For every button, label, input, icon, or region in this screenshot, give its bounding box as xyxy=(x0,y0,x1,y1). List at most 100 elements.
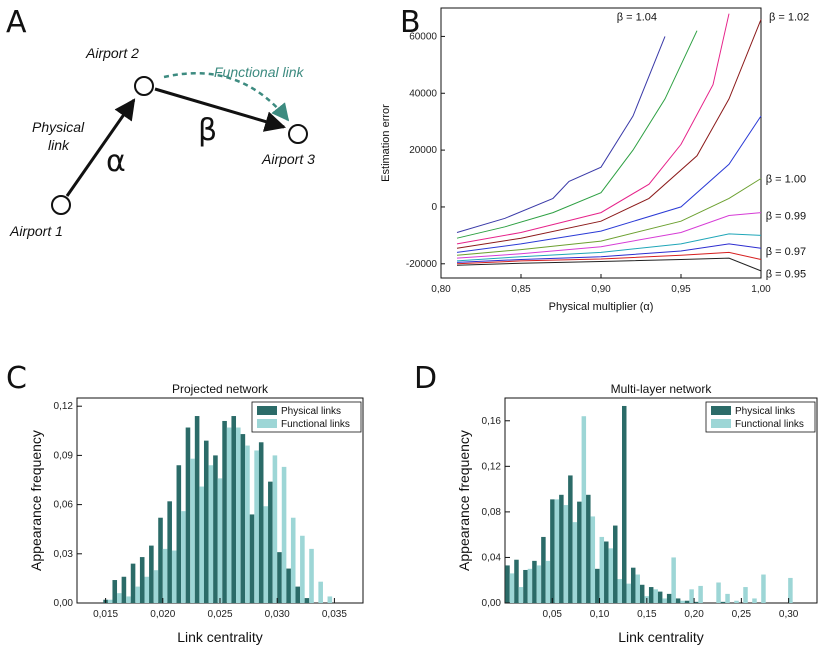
panel-a: A Airport 1 Airport 2 Airport 3 Physical… xyxy=(6,5,315,239)
chart-b-x-tick-label: 0,85 xyxy=(511,284,531,295)
chart-c-physical-bar xyxy=(295,586,301,603)
physical-link-label-line1: Physical xyxy=(32,119,85,135)
chart-d-y-tick-label: 0,04 xyxy=(482,552,502,563)
chart-c-y-tick-label: 0,00 xyxy=(54,598,74,609)
chart-b-x-tick-label: 1,00 xyxy=(751,284,771,295)
chart-d-functional-bar xyxy=(734,600,739,603)
panel-letter-d: D xyxy=(414,361,437,396)
chart-d-y-tick-label: 0,00 xyxy=(482,598,502,609)
chart-c-physical-bar xyxy=(286,568,291,603)
chart-c-physical-bar xyxy=(121,576,127,603)
chart-d-bars xyxy=(505,405,793,603)
chart-d-physical-bar xyxy=(648,587,654,603)
chart-b-y-tick-label: 40000 xyxy=(409,88,437,99)
chart-c-functional-bar xyxy=(107,599,113,603)
chart-b-annotations: β = 1.04 β = 1.02 β = 1.00 β = 0.99 β = 0.97… xyxy=(617,12,810,281)
chart-c-ticks: 0,015 0,020 0,025 0,030 0,035 0,00 0,03 0,06 0,0… xyxy=(54,401,348,620)
chart-c-functional-bar xyxy=(162,548,168,603)
chart-c-physical-bar xyxy=(176,465,182,603)
chart-c-functional-bar xyxy=(217,478,223,603)
chart-b-x-tick-label: 0,95 xyxy=(671,284,691,295)
chart-c-legend: Physical links Functional links xyxy=(251,401,362,433)
chart-c-functional-bar xyxy=(254,450,259,603)
chart-c-projected-network: 0,015 0,020 0,025 0,030 0,035 0,00 0,03 0,06 0,0… xyxy=(28,382,364,645)
chart-d-x-tick-label: 0,05 xyxy=(543,609,563,620)
chart-c-x-tick-label: 0,035 xyxy=(322,609,347,620)
chart-d-x-tick-label: 0,20 xyxy=(684,609,704,620)
chart-b-y-tick-label: 0 xyxy=(431,202,437,213)
panel-letter-b: B xyxy=(400,5,421,40)
chart-c-physical-bar xyxy=(222,420,227,603)
chart-d-functional-bar xyxy=(599,536,605,603)
chart-c-bars xyxy=(103,416,333,603)
chart-c-physical-bar xyxy=(158,517,163,603)
chart-b-y-tick-label: -20000 xyxy=(406,259,438,270)
chart-d-x-tick-label: 0,25 xyxy=(732,609,752,620)
chart-c-physical-bar xyxy=(231,416,237,603)
chart-c-functional-bar xyxy=(190,458,195,603)
panel-letter-c: C xyxy=(6,361,27,396)
chart-d-x-axis-label: Link centrality xyxy=(618,629,704,645)
chart-b-ticks: 0,80 0,85 0,90 0,95 1,00 -20000 0 20000 40000 600… xyxy=(406,31,771,295)
airport-2-label: Airport 2 xyxy=(85,45,139,61)
chart-d-functional-bar xyxy=(617,579,622,603)
chart-d-y-axis-label: Appearance frequency xyxy=(456,430,472,571)
chart-c-legend-swatch xyxy=(257,406,277,415)
chart-c-functional-bar xyxy=(263,506,269,603)
chart-c-legend-label: Physical links xyxy=(281,406,341,417)
chart-b-y-tick-label: 20000 xyxy=(409,145,437,156)
chart-d-functional-bar xyxy=(518,587,524,603)
chart-d-physical-bar xyxy=(595,568,600,603)
chart-c-title: Projected network xyxy=(172,382,269,396)
chart-c-y-tick-label: 0,09 xyxy=(54,450,74,461)
chart-c-functional-bar xyxy=(135,586,140,603)
chart-c-legend-swatch xyxy=(257,419,277,428)
chart-d-legend-label: Functional links xyxy=(735,419,804,430)
chart-c-physical-bar xyxy=(268,481,273,603)
chart-c-physical-bar xyxy=(203,440,209,603)
panel-b: B 0,80 0,85 0,90 0,95 1,00 -20000 0 20000 40000 6… xyxy=(380,5,809,313)
chart-c-functional-bar xyxy=(309,548,314,603)
chart-c-physical-bar xyxy=(139,557,145,603)
chart-c-x-tick-label: 0,025 xyxy=(207,609,232,620)
alpha-symbol: α xyxy=(106,144,126,179)
chart-d-physical-bar xyxy=(514,559,519,603)
chart-d-physical-bar xyxy=(657,591,663,603)
chart-c-functional-bar xyxy=(245,445,250,603)
chart-b-series xyxy=(456,13,762,272)
physical-link-beta-arrow xyxy=(154,87,287,132)
physical-link-label-line2: link xyxy=(48,137,70,153)
chart-d-physical-bar xyxy=(532,560,537,603)
chart-d-functional-bar xyxy=(635,574,640,603)
chart-b-series-line xyxy=(456,30,698,239)
chart-d-functional-bar xyxy=(689,589,694,603)
chart-d-functional-bar xyxy=(581,416,587,603)
chart-d-legend-swatch xyxy=(711,419,731,428)
chart-c-physical-bar xyxy=(258,442,264,603)
chart-c-physical-bar xyxy=(185,427,191,603)
chart-d-functional-bar xyxy=(509,573,515,603)
chart-b-x-tick-label: 0,80 xyxy=(431,284,451,295)
chart-d-physical-bar xyxy=(675,598,681,603)
chart-c-functional-bar xyxy=(181,511,186,603)
chart-b-series-annotation: β = 1.02 xyxy=(769,12,809,24)
chart-d-physical-bar xyxy=(666,593,672,603)
chart-b-series-line xyxy=(456,212,762,259)
chart-d-functional-bar xyxy=(761,574,766,603)
chart-d-x-tick-label: 0,10 xyxy=(590,609,610,620)
chart-c-x-axis-label: Link centrality xyxy=(177,629,263,645)
chart-d-functional-bar xyxy=(653,589,658,603)
chart-b-series-annotation: β = 0.99 xyxy=(766,210,806,222)
chart-d-physical-bar xyxy=(550,499,555,603)
chart-c-functional-bar xyxy=(300,535,305,603)
chart-d-physical-bar xyxy=(630,567,636,603)
chart-d-physical-bar xyxy=(613,525,618,603)
chart-c-y-tick-label: 0,06 xyxy=(54,500,74,511)
chart-d-physical-bar xyxy=(720,601,726,603)
airport-1-node xyxy=(51,195,71,215)
chart-c-physical-bar xyxy=(213,455,218,603)
chart-d-physical-bar xyxy=(639,584,645,603)
chart-d-legend-label: Physical links xyxy=(735,406,795,417)
chart-d-physical-bar xyxy=(577,501,582,603)
chart-c-y-tick-label: 0,03 xyxy=(54,549,74,560)
